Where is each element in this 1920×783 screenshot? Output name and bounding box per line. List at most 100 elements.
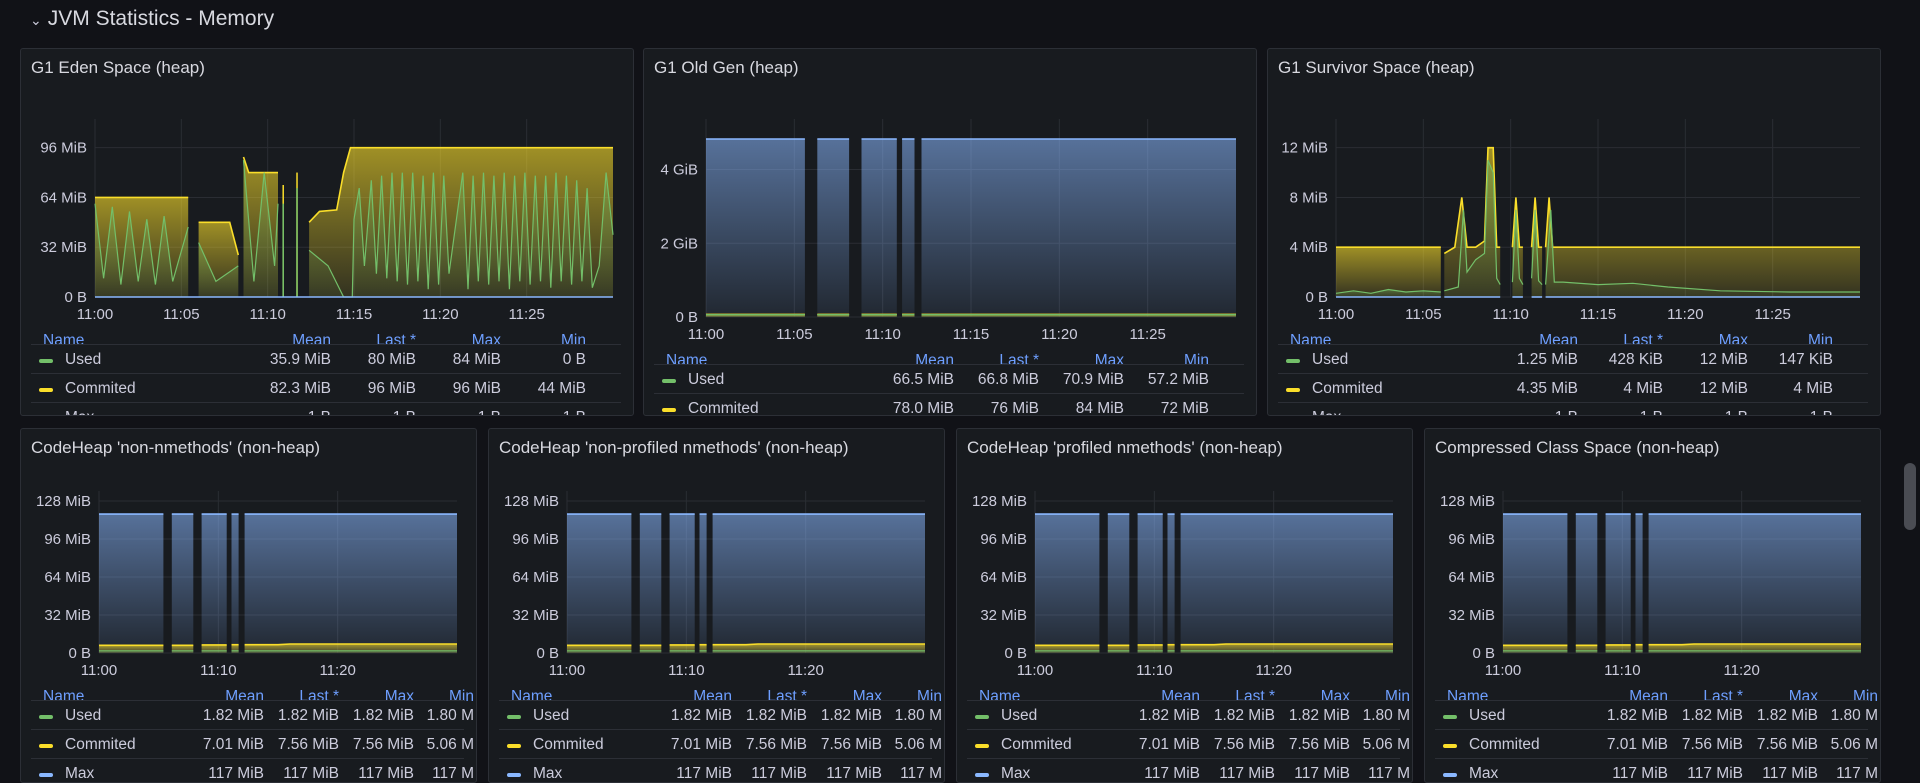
- legend-series-name[interactable]: Used: [1001, 707, 1038, 724]
- panel-title[interactable]: CodeHeap 'profiled nmethods' (non-heap): [967, 438, 1283, 457]
- legend-value-mean: -1 B: [1550, 409, 1578, 415]
- legend-value-mean: 1.25 MiB: [1516, 351, 1578, 368]
- legend-row[interactable]: Commited 7.01 MiB 7.56 MiB 7.56 MiB 5.06 M: [967, 729, 1410, 759]
- legend-row[interactable]: Used 1.82 MiB 1.82 MiB 1.82 MiB 1.80 M: [1435, 700, 1878, 730]
- y-tick-label: 32 MiB: [980, 607, 1027, 624]
- legend-series-name[interactable]: Max: [1001, 765, 1031, 782]
- legend-row[interactable]: Max -1 B -1 B -1 B -1 B: [1278, 402, 1868, 415]
- legend-value-last: 76 MiB: [990, 400, 1039, 416]
- chart-svg[interactable]: 96 MiB 64 MiB 32 MiB 0 B11:00 11:05 11:10 11:1…: [21, 49, 634, 349]
- series-used-area: [1444, 160, 1501, 297]
- legend-table: Name Mean Last * Max Min Used 1.82 MiB 1.82 MiB…: [967, 682, 1410, 782]
- panel-title[interactable]: CodeHeap 'non-profiled nmethods' (non-he…: [499, 438, 849, 457]
- legend-value-max: 1.82 MiB: [1756, 707, 1818, 724]
- panel-nonnmethods[interactable]: CodeHeap 'non-nmethods' (non-heap) 128 Mi…: [20, 428, 477, 783]
- scrollbar-track[interactable]: [1900, 0, 1920, 783]
- legend-series-name[interactable]: Used: [1312, 351, 1349, 368]
- y-tick-label: 0 B: [68, 645, 91, 662]
- panel-oldgen[interactable]: G1 Old Gen (heap) 4 GiB 2 GiB 0 B 11:00 11:05…: [643, 48, 1257, 416]
- legend-series-name[interactable]: Max: [65, 765, 95, 782]
- legend-series-name[interactable]: Commited: [688, 400, 759, 416]
- legend-series-name[interactable]: Max: [1469, 765, 1499, 782]
- panel-survivor[interactable]: G1 Survivor Space (heap) 12 MiB 8 MiB 4 MiB…: [1267, 48, 1881, 416]
- legend-value-min: 5.06 M: [1830, 736, 1878, 753]
- legend-row[interactable]: Max 117 MiB 117 MiB 117 MiB 117 M: [31, 758, 474, 782]
- legend-row[interactable]: Max 117 MiB 117 MiB 117 MiB 117 M: [499, 758, 942, 782]
- legend-value-max: 96 MiB: [452, 380, 501, 397]
- legend-row[interactable]: Used 1.25 MiB 428 KiB 12 MiB 147 KiB: [1278, 344, 1868, 374]
- chart-svg[interactable]: 128 MiB 96 MiB 64 MiB 32 MiB 0 B11:00 11:10 11…: [489, 429, 945, 729]
- legend-value-mean: 78.0 MiB: [892, 400, 954, 416]
- legend-series-name[interactable]: Commited: [65, 380, 136, 397]
- panel-title[interactable]: G1 Old Gen (heap): [654, 58, 799, 77]
- y-tick-label: 32 MiB: [512, 607, 559, 624]
- chevron-down-icon[interactable]: ⌄: [30, 11, 42, 28]
- legend-row[interactable]: Commited 7.01 MiB 7.56 MiB 7.56 MiB 5.06 M: [499, 729, 942, 759]
- legend-row[interactable]: Max -1 B -1 B -1 B -1 B: [31, 402, 621, 415]
- chart-svg[interactable]: 128 MiB 96 MiB 64 MiB 32 MiB 0 B11:00 11:10 11…: [1425, 429, 1881, 729]
- x-tick-label: 11:10: [200, 662, 236, 679]
- y-tick-label: 64 MiB: [512, 569, 559, 586]
- series-used-line: [1511, 209, 1524, 285]
- y-tick-label: 12 MiB: [1281, 140, 1328, 157]
- scrollbar-thumb[interactable]: [1904, 463, 1916, 530]
- legend-series-name[interactable]: Commited: [1469, 736, 1540, 753]
- panel-title[interactable]: Compressed Class Space (non-heap): [1435, 438, 1720, 457]
- legend-value-max: 7.56 MiB: [820, 736, 882, 753]
- panel-title[interactable]: CodeHeap 'non-nmethods' (non-heap): [31, 438, 321, 457]
- legend-row[interactable]: Commited 7.01 MiB 7.56 MiB 7.56 MiB 5.06 M: [1435, 729, 1878, 759]
- legend-series-name[interactable]: Used: [533, 707, 570, 724]
- legend-series-name[interactable]: Used: [65, 707, 102, 724]
- legend-row[interactable]: Used 66.5 MiB 66.8 MiB 70.9 MiB 57.2 MiB: [654, 364, 1244, 394]
- chart-svg[interactable]: 4 GiB 2 GiB 0 B11:00 11:05 11:10 11:15 11:20 11…: [644, 49, 1257, 349]
- legend-row[interactable]: Used 1.82 MiB 1.82 MiB 1.82 MiB 1.80 M: [31, 700, 474, 730]
- legend-series-name[interactable]: Max: [533, 765, 563, 782]
- legend-row[interactable]: Max 117 MiB 117 MiB 117 MiB 117 M: [1435, 758, 1878, 782]
- legend-series-name[interactable]: Commited: [65, 736, 136, 753]
- legend-row[interactable]: Used 35.9 MiB 80 MiB 84 MiB 0 B: [31, 344, 621, 374]
- x-tick-label: 11:10: [1604, 662, 1640, 679]
- series-max-area: [1167, 514, 1175, 653]
- legend-series-name[interactable]: Commited: [1312, 380, 1383, 397]
- panel-eden[interactable]: G1 Eden Space (heap) 96 MiB 64 MiB 32 MiB 0 …: [20, 48, 634, 416]
- row-header-jvm-memory[interactable]: ⌄ JVM Statistics - Memory: [30, 6, 274, 32]
- legend-value-last: 7.56 MiB: [1681, 736, 1743, 753]
- panel-nonprofiled[interactable]: CodeHeap 'non-profiled nmethods' (non-he…: [488, 428, 945, 783]
- legend-row[interactable]: Used 1.82 MiB 1.82 MiB 1.82 MiB 1.80 M: [967, 700, 1410, 730]
- legend-row[interactable]: Max 117 MiB 117 MiB 117 MiB 117 M: [967, 758, 1410, 782]
- y-tick-label: 4 MiB: [1290, 239, 1328, 256]
- chart-svg[interactable]: 128 MiB 96 MiB 64 MiB 32 MiB 0 B11:00 11:10 11…: [957, 429, 1413, 729]
- legend-row[interactable]: Commited 4.35 MiB 4 MiB 12 MiB 4 MiB: [1278, 373, 1868, 403]
- legend-row[interactable]: Commited 7.01 MiB 7.56 MiB 7.56 MiB 5.06 M: [31, 729, 474, 759]
- legend-value-last: 1.82 MiB: [1213, 707, 1275, 724]
- chart-svg[interactable]: 12 MiB 8 MiB 4 MiB 0 B11:00 11:05 11:10 11:15 1…: [1268, 49, 1881, 349]
- legend-value-last: 96 MiB: [367, 380, 416, 397]
- legend-color-swatch: [662, 408, 676, 412]
- legend-series-name[interactable]: Used: [688, 371, 725, 388]
- panel-title[interactable]: G1 Eden Space (heap): [31, 58, 205, 77]
- x-tick-label: 11:05: [1405, 306, 1441, 323]
- legend-row[interactable]: Commited 82.3 MiB 96 MiB 96 MiB 44 MiB: [31, 373, 621, 403]
- legend-value-mean: 1.82 MiB: [1138, 707, 1200, 724]
- x-tick-label: 11:15: [1580, 306, 1616, 323]
- panel-profiled[interactable]: CodeHeap 'profiled nmethods' (non-heap) 1…: [956, 428, 1413, 783]
- legend-series-name[interactable]: Used: [65, 351, 102, 368]
- y-tick-label: 2 GiB: [660, 235, 698, 252]
- x-tick-label: 11:20: [1041, 326, 1077, 343]
- legend-row[interactable]: Used 1.82 MiB 1.82 MiB 1.82 MiB 1.80 M: [499, 700, 942, 730]
- legend-series-name[interactable]: Commited: [1001, 736, 1072, 753]
- legend-value-min: -1 B: [558, 409, 586, 415]
- panel-compressed[interactable]: Compressed Class Space (non-heap) 128 MiB…: [1424, 428, 1881, 783]
- legend-series-name[interactable]: Used: [1469, 707, 1506, 724]
- x-tick-label: 11:20: [319, 662, 355, 679]
- legend-series-name[interactable]: Max: [1312, 409, 1341, 415]
- panel-title[interactable]: G1 Survivor Space (heap): [1278, 58, 1475, 77]
- legend-value-max: 7.56 MiB: [1288, 736, 1350, 753]
- series-max-area: [639, 514, 662, 653]
- legend-row[interactable]: Commited 78.0 MiB 76 MiB 84 MiB 72 MiB: [654, 393, 1244, 416]
- chart-svg[interactable]: 128 MiB 96 MiB 64 MiB 32 MiB 0 B11:00 11:10 11…: [21, 429, 477, 729]
- legend-series-name[interactable]: Max: [65, 409, 94, 415]
- legend-table: Name Mean Last * Max Min Used 1.82 MiB 1.82 MiB…: [31, 682, 474, 782]
- legend-value-mean: 117 MiB: [676, 765, 732, 782]
- legend-series-name[interactable]: Commited: [533, 736, 604, 753]
